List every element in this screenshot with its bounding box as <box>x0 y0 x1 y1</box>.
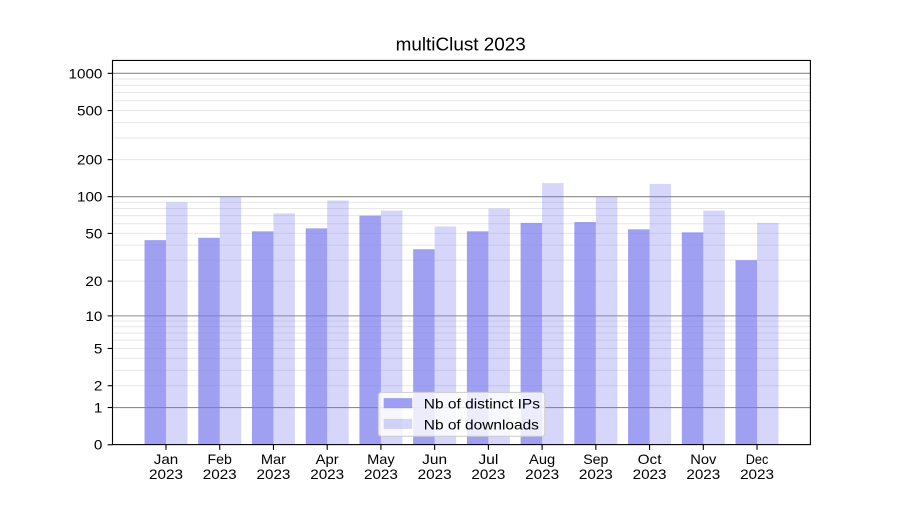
svg-text:Dec: Dec <box>746 451 769 467</box>
svg-text:500: 500 <box>77 102 103 118</box>
svg-text:1: 1 <box>94 399 103 415</box>
svg-text:multiClust 2023: multiClust 2023 <box>396 34 526 55</box>
svg-text:2023: 2023 <box>149 466 183 482</box>
svg-text:Jun: Jun <box>422 451 447 467</box>
svg-text:2023: 2023 <box>525 466 559 482</box>
svg-text:2023: 2023 <box>579 466 613 482</box>
svg-text:0: 0 <box>94 437 103 453</box>
svg-text:2023: 2023 <box>257 466 291 482</box>
svg-text:Oct: Oct <box>638 451 662 467</box>
svg-text:2023: 2023 <box>740 466 774 482</box>
svg-text:50: 50 <box>85 225 102 241</box>
svg-text:1000: 1000 <box>69 65 103 81</box>
svg-text:20: 20 <box>85 273 102 289</box>
svg-text:2023: 2023 <box>418 466 452 482</box>
svg-text:2023: 2023 <box>310 466 344 482</box>
svg-text:May: May <box>367 451 395 467</box>
svg-text:200: 200 <box>77 152 103 168</box>
svg-text:Jul: Jul <box>478 451 498 467</box>
svg-text:Feb: Feb <box>208 451 233 467</box>
svg-text:Nov: Nov <box>690 451 716 467</box>
svg-text:Nb of downloads: Nb of downloads <box>424 416 539 432</box>
svg-text:Apr: Apr <box>316 451 339 467</box>
svg-text:10: 10 <box>85 308 102 324</box>
svg-text:100: 100 <box>77 189 103 205</box>
svg-text:Sep: Sep <box>583 451 608 467</box>
svg-text:2023: 2023 <box>686 466 720 482</box>
svg-text:Nb of distinct IPs: Nb of distinct IPs <box>424 396 540 412</box>
svg-text:2023: 2023 <box>364 466 398 482</box>
svg-text:2023: 2023 <box>203 466 237 482</box>
svg-text:2023: 2023 <box>633 466 667 482</box>
svg-text:Jan: Jan <box>154 451 179 467</box>
svg-text:Mar: Mar <box>261 451 287 467</box>
svg-text:2: 2 <box>94 378 103 394</box>
svg-text:5: 5 <box>94 340 103 356</box>
svg-text:2023: 2023 <box>471 466 505 482</box>
svg-text:Aug: Aug <box>529 451 555 467</box>
